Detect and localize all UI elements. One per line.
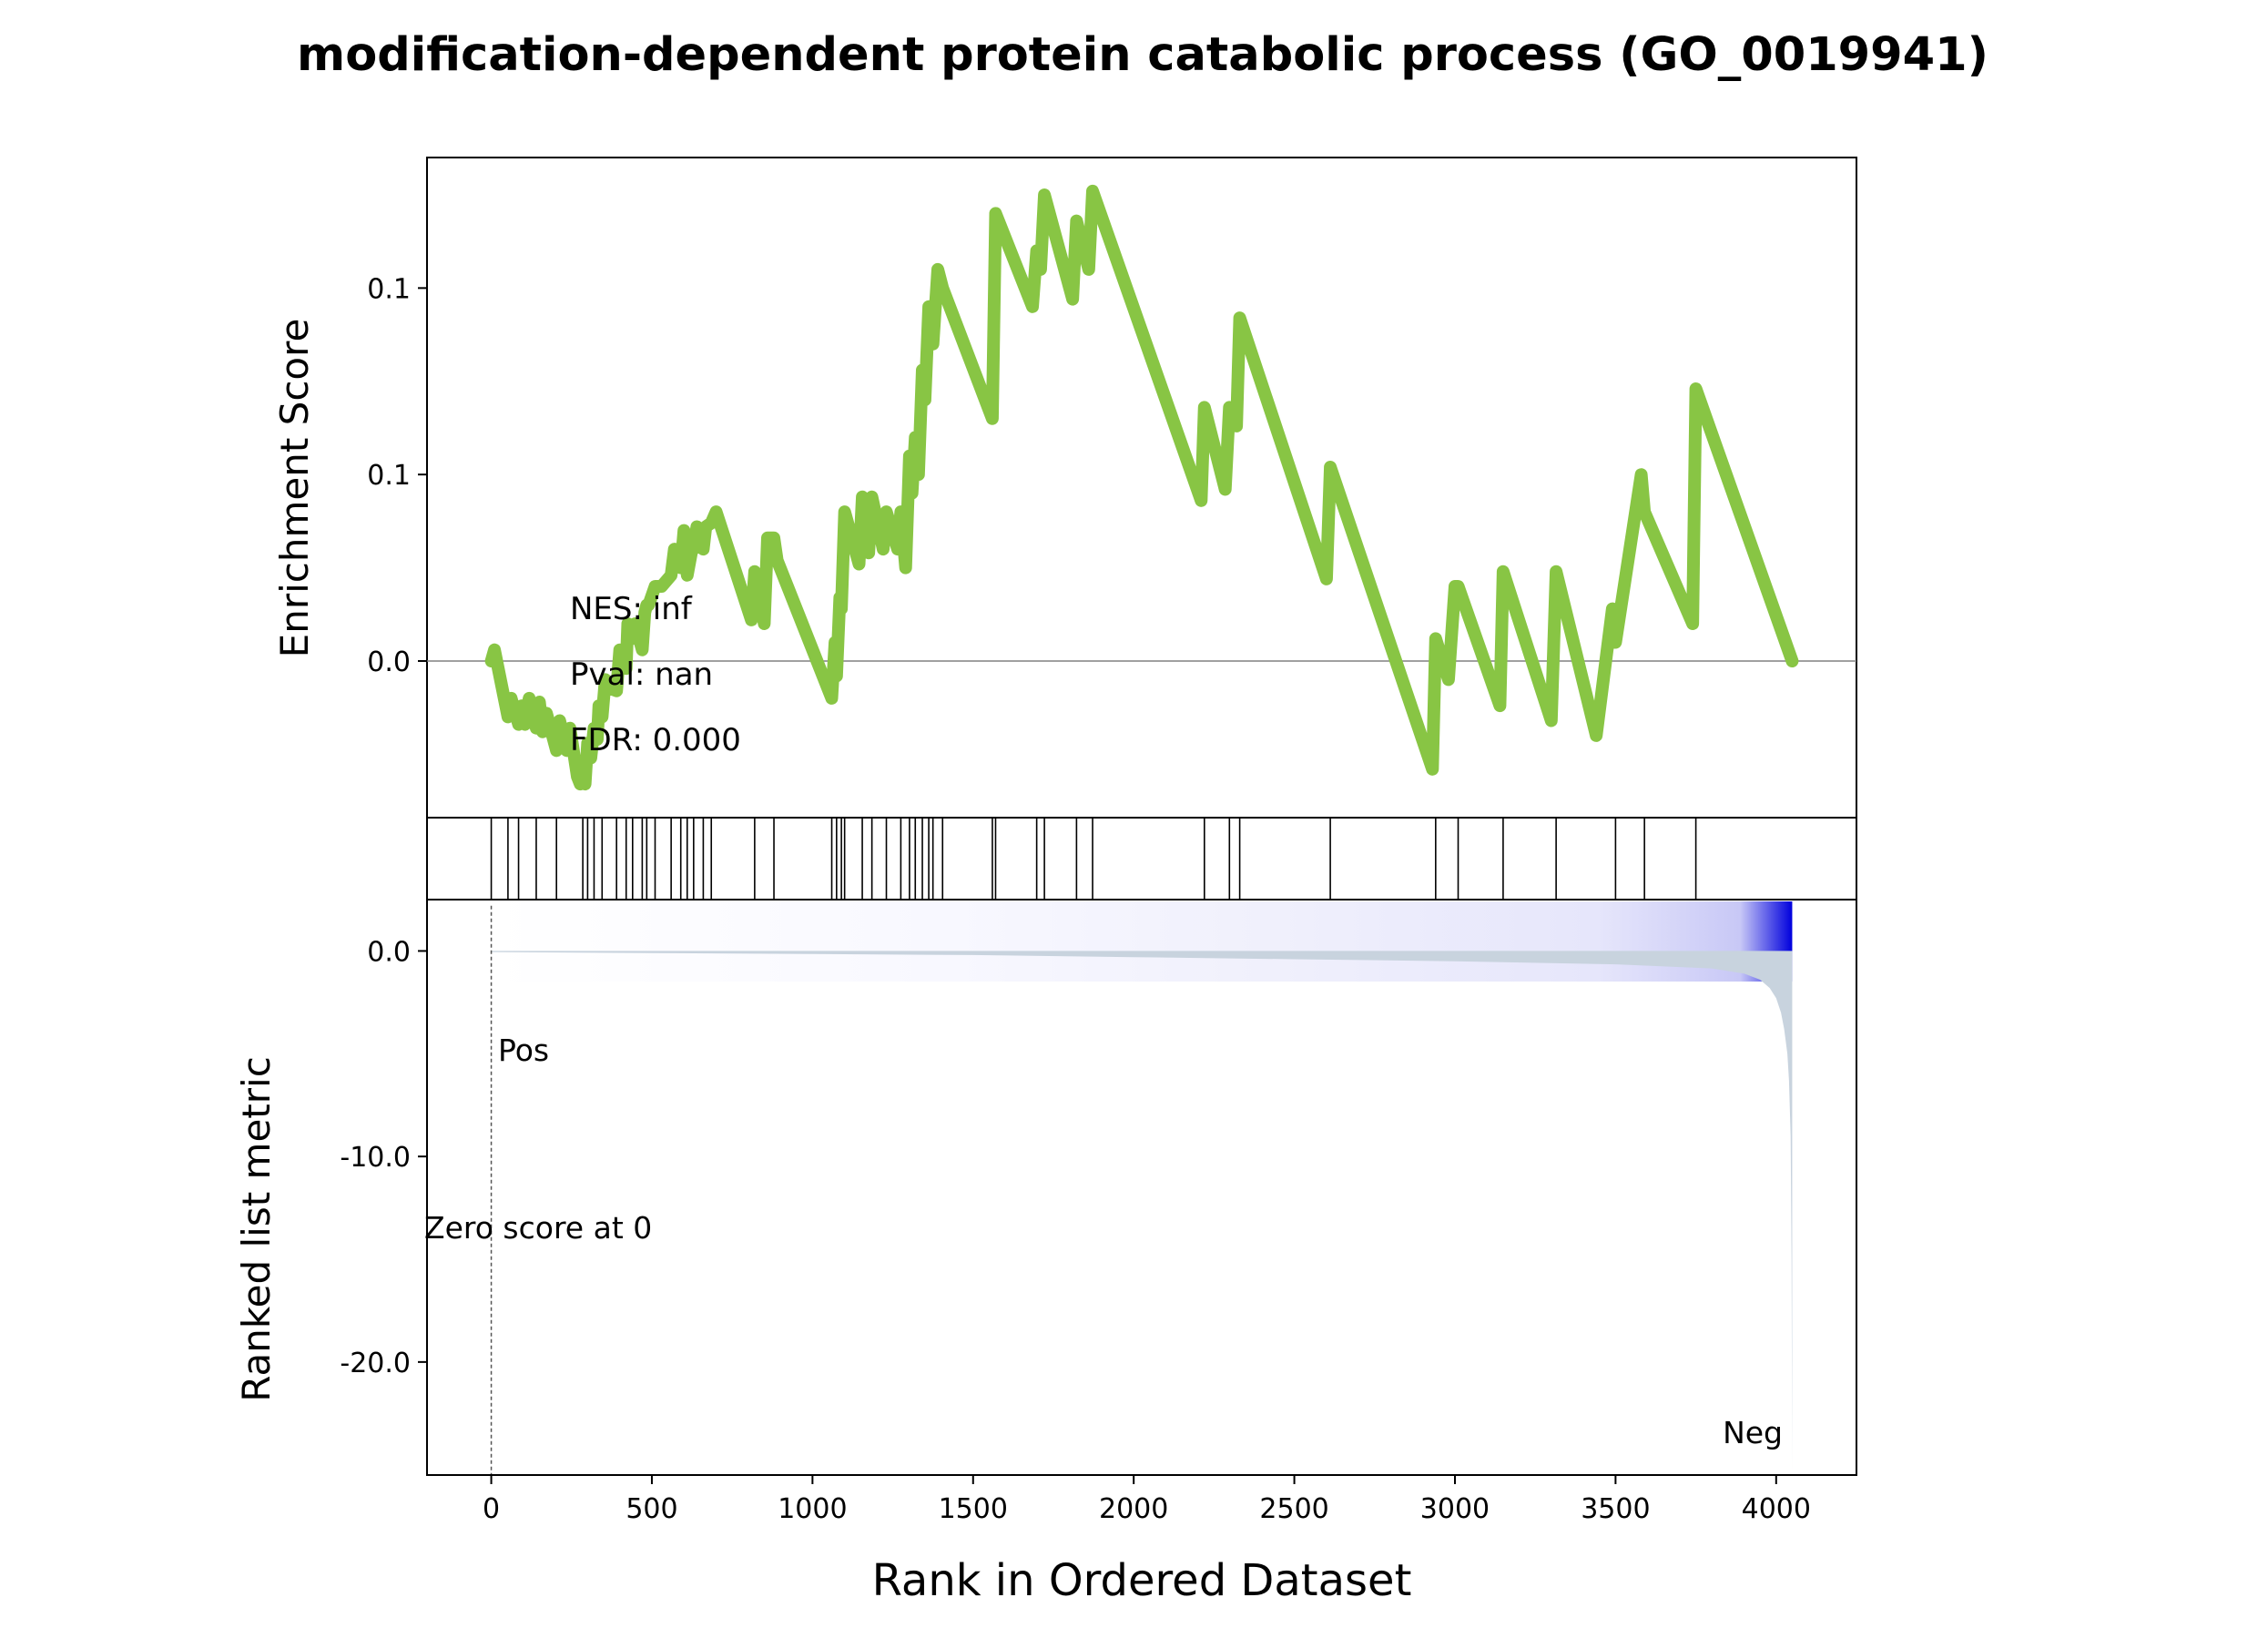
x-tick-label: 3500 [1581, 1493, 1650, 1525]
es-line [484, 184, 1799, 791]
metric-y-axis-label: Ranked list metric [234, 1056, 279, 1402]
x-tick-label: 0 [483, 1493, 500, 1525]
zero-score-label: Zero score at 0 [424, 1210, 652, 1246]
es-y-tick-label: 0.1 [367, 460, 411, 492]
pos-label: Pos [498, 1033, 549, 1068]
metric-panel-frame [426, 899, 1857, 1476]
x-ticks: 0 500 1000 1500 2000 2500 3000 3500 4000 [483, 1475, 1811, 1525]
es-y-tick-label: 0.1 [367, 273, 411, 305]
enrichment-score-panel: 0.00.10.1 NES: inf Pval: nan FDR: 0.000 … [272, 157, 1857, 819]
x-tick-label: 1000 [778, 1493, 847, 1525]
fdr-label: FDR: 0.000 [570, 722, 741, 758]
hit-lines [490, 818, 1697, 900]
x-axis-label: Rank in Ordered Dataset [872, 1555, 1412, 1606]
es-y-ticks: 0.0 0.1 0.1 [367, 273, 427, 678]
metric-y-tick-label: -10.0 [340, 1142, 411, 1174]
es-y-tick-label: 0.0 [367, 646, 411, 678]
gene-hits-panel [426, 817, 1857, 900]
x-tick-label: 3000 [1420, 1493, 1490, 1525]
ranked-metric-panel: 0.0 -10.0 -20.0 Pos Neg Zero score at 0 Ra… [234, 899, 1857, 1476]
x-tick-label: 500 [625, 1493, 677, 1525]
chart-title: modification-dependent protein catabolic… [297, 28, 1988, 82]
metric-y-tick-label: -20.0 [340, 1348, 411, 1379]
metric-heatmap-bar [491, 901, 1793, 982]
nes-label: NES: inf [570, 591, 693, 627]
x-tick-label: 4000 [1742, 1493, 1811, 1525]
es-y-axis-label: Enrichment Score [272, 319, 317, 658]
metric-y-ticks: 0.0 -10.0 -20.0 [340, 936, 427, 1379]
metric-area [491, 951, 1793, 1471]
hits-panel-frame [426, 817, 1857, 900]
neg-label: Neg [1723, 1415, 1783, 1450]
x-tick-label: 2500 [1259, 1493, 1328, 1525]
metric-y-tick-label: 0.0 [367, 936, 411, 968]
pval-label: Pval: nan [570, 656, 713, 693]
x-tick-label: 2000 [1099, 1493, 1168, 1525]
x-tick-label: 1500 [939, 1493, 1008, 1525]
